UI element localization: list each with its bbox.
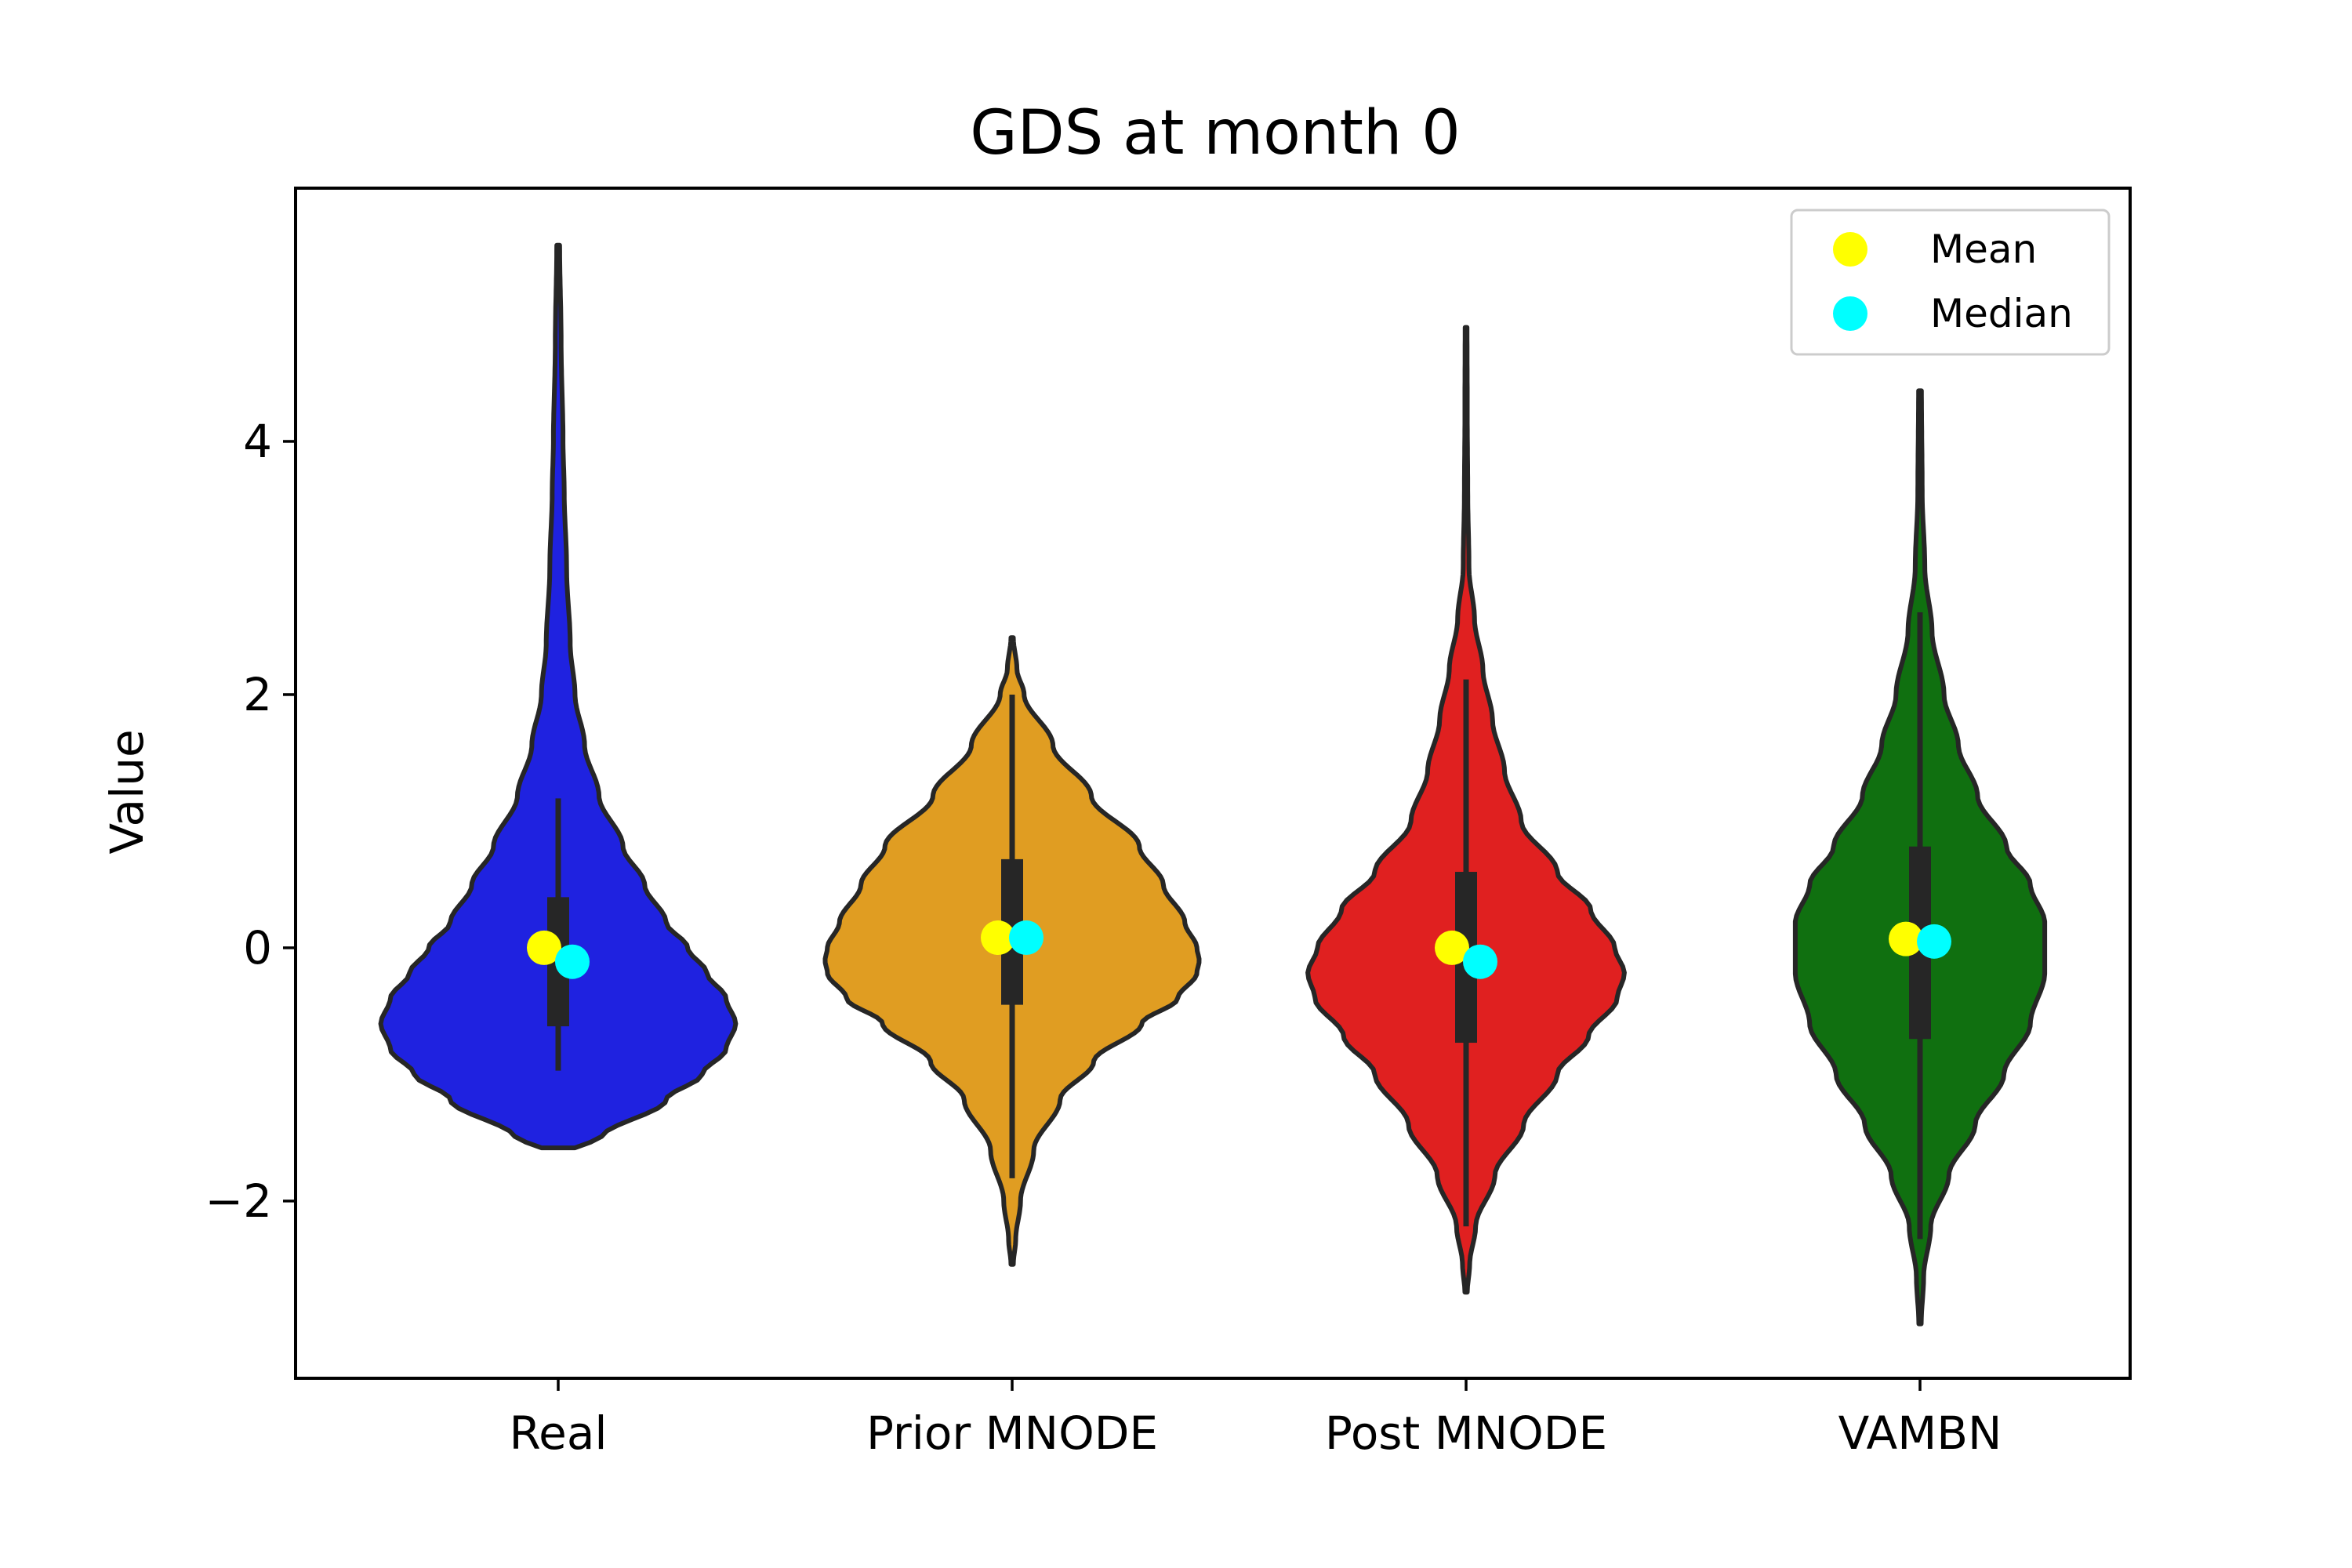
violin-post-mnode	[1305, 325, 1627, 1295]
legend-marker-median	[1833, 296, 1867, 331]
median-marker	[1009, 920, 1044, 956]
violin-prior-mnode	[822, 635, 1202, 1267]
y-tick-label: 0	[243, 921, 272, 975]
violin-vambn	[1792, 388, 2048, 1327]
mean-marker	[1889, 921, 1923, 956]
y-tick-label: −2	[205, 1174, 273, 1228]
axes-layer: −2 0 2 4 Real Prior MNODE Post MNODE VAMBN	[205, 187, 2132, 1460]
violin-body	[378, 242, 739, 1151]
y-axis-label: Value	[100, 729, 154, 854]
median-marker	[1917, 924, 1951, 959]
x-tick-label: Prior MNODE	[866, 1406, 1158, 1460]
mean-marker	[1435, 930, 1469, 965]
legend-frame	[1790, 209, 2111, 356]
y-tick-label: 2	[243, 668, 272, 721]
mean-marker	[981, 920, 1015, 956]
x-tick-label: VAMBN	[1838, 1406, 2002, 1460]
violins-layer	[378, 242, 2048, 1327]
median-marker	[1463, 944, 1497, 979]
legend-label-mean: Mean	[1930, 227, 2037, 272]
violin-real	[378, 242, 739, 1151]
legend-marker-mean	[1833, 232, 1867, 267]
median-marker	[555, 944, 590, 979]
x-tick-label: Real	[509, 1406, 607, 1460]
plot-frame	[294, 187, 2132, 1380]
x-tick-label: Post MNODE	[1325, 1406, 1607, 1460]
y-tick-label: 4	[243, 415, 272, 468]
mean-marker	[527, 930, 561, 965]
legend-label-median: Median	[1930, 291, 2073, 336]
legend: Mean Median	[1790, 209, 2111, 356]
chart-title: GDS at month 0	[970, 98, 1461, 169]
